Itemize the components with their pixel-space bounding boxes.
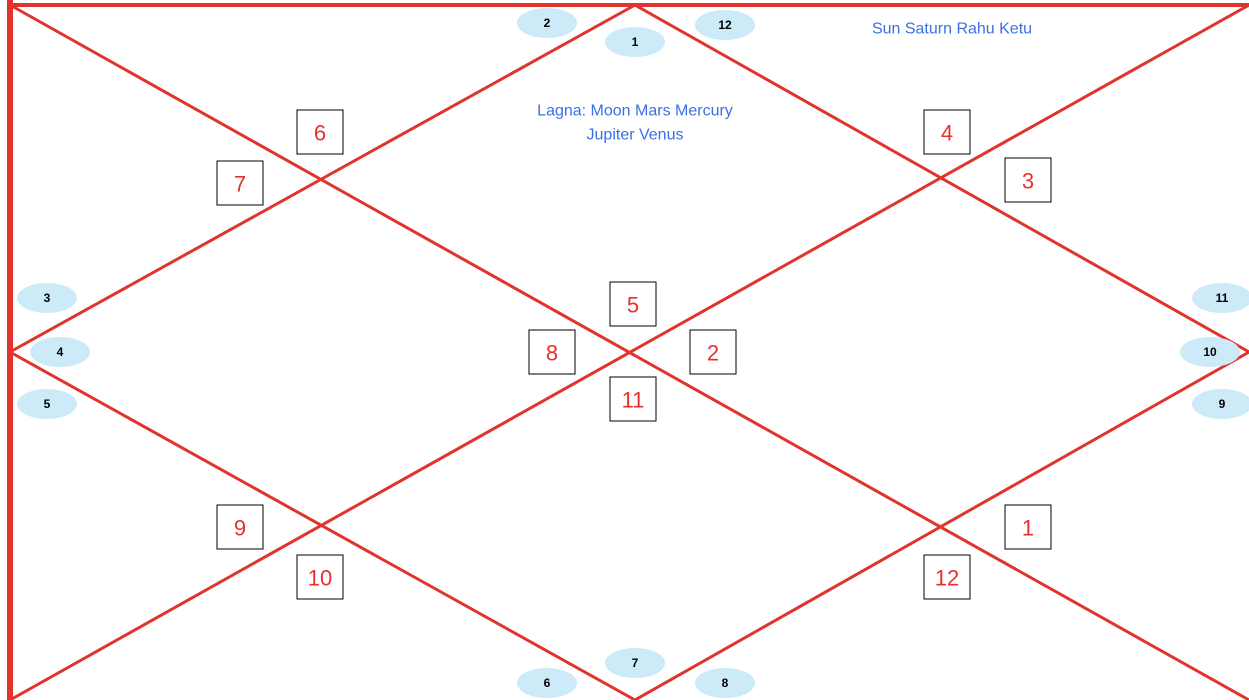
house-marker (517, 668, 577, 698)
house-marker-number: 6 (544, 676, 551, 690)
house-marker (30, 337, 90, 367)
house-marker (1180, 337, 1240, 367)
house-marker (695, 10, 755, 40)
house-marker-number: 11 (1216, 291, 1229, 305)
house-marker (695, 668, 755, 698)
house-marker (1192, 283, 1249, 313)
sign-number: 5 (627, 293, 639, 318)
sign-box (216, 504, 264, 550)
house-marker-number: 1 (632, 35, 639, 49)
diagonal (9, 3, 1249, 700)
house-marker (605, 27, 665, 57)
sign-box (1004, 157, 1052, 203)
sign-number: 7 (234, 172, 246, 197)
sign-box (609, 281, 657, 327)
house-marker-number: 5 (44, 397, 51, 411)
sign-number: 11 (622, 388, 645, 413)
sign-number: 4 (941, 121, 953, 146)
house-marker (1192, 389, 1249, 419)
sign-number: 3 (1022, 169, 1034, 194)
house-marker-number: 12 (718, 18, 732, 32)
planet-text: Jupiter Venus (587, 127, 684, 144)
sign-number: 10 (308, 566, 332, 591)
sign-number: 12 (935, 566, 959, 591)
house-marker-number: 3 (44, 291, 51, 305)
house-marker (17, 389, 77, 419)
sign-box (923, 109, 971, 155)
house-marker-number: 10 (1203, 345, 1217, 359)
house-marker (605, 648, 665, 678)
chart-lines (6, 0, 1249, 700)
sign-number: 8 (546, 341, 558, 366)
sign-box (609, 376, 657, 422)
diamond (6, 3, 1249, 700)
house-marker-number: 2 (544, 16, 551, 30)
sign-box (216, 160, 264, 206)
sign-box (296, 109, 344, 155)
house-marker-number: 7 (632, 656, 639, 670)
house-marker-number: 4 (57, 345, 64, 359)
sign-number: 2 (707, 341, 719, 366)
sign-number: 1 (1022, 516, 1034, 541)
house-marker (517, 8, 577, 38)
sign-box (1004, 504, 1052, 550)
house-marker (17, 283, 77, 313)
planet-text: Sun Saturn Rahu Ketu (872, 21, 1032, 38)
sign-box (528, 329, 576, 375)
sign-box (296, 554, 344, 600)
house-marker-number: 8 (722, 676, 729, 690)
sign-number: 6 (314, 121, 326, 146)
sign-number: 9 (234, 516, 246, 541)
house-marker-number: 9 (1219, 397, 1226, 411)
planet-text: Lagna: Moon Mars Mercury (537, 103, 733, 120)
sign-box (923, 554, 971, 600)
sign-box (689, 329, 737, 375)
